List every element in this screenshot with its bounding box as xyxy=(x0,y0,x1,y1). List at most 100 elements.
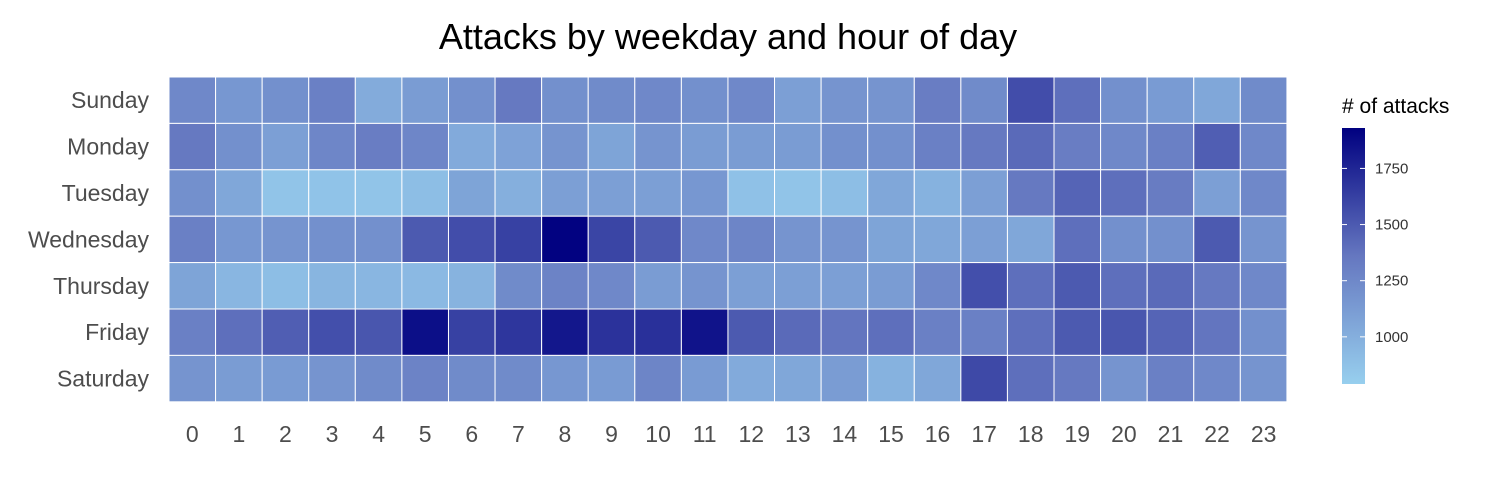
heatmap-cell xyxy=(215,122,263,171)
legend-colorbar xyxy=(1342,128,1365,384)
heatmap-cell xyxy=(774,262,822,310)
heatmap-cell xyxy=(680,122,729,171)
heatmap-cell xyxy=(587,262,636,310)
heatmap-cell xyxy=(261,169,310,217)
heatmap-cell xyxy=(680,76,729,124)
heatmap-cell xyxy=(634,308,682,356)
x-tick-label: 3 xyxy=(326,421,339,447)
heatmap-cell xyxy=(727,354,776,403)
x-tick-label: 23 xyxy=(1251,421,1277,447)
legend-tick-label: 1000 xyxy=(1375,329,1408,346)
heatmap-cell xyxy=(913,308,962,356)
heatmap-cell xyxy=(354,76,403,124)
heatmap-cell xyxy=(960,122,1008,171)
heatmap-cell xyxy=(401,215,449,264)
heatmap-cell xyxy=(261,354,310,403)
heatmap-cell xyxy=(727,169,776,217)
heatmap-cell xyxy=(168,262,217,310)
heatmap-cell xyxy=(634,354,682,403)
heatmap-cell xyxy=(727,262,776,310)
heatmap-cell xyxy=(634,215,682,264)
heatmap-cell xyxy=(354,169,403,217)
heatmap-cell xyxy=(1053,76,1102,124)
heatmap-cell xyxy=(354,215,403,264)
heatmap-cell xyxy=(1053,354,1102,403)
heatmap-cell xyxy=(634,76,682,124)
heatmap-cell xyxy=(1146,354,1195,403)
y-axis-labels: Sunday Monday Tuesday Wednesday Thursday Frid… xyxy=(28,87,150,391)
y-tick-label: Wednesday xyxy=(28,226,150,252)
heatmap-cell xyxy=(960,76,1008,124)
x-tick-label: 11 xyxy=(693,421,717,447)
legend-tick-label: 1500 xyxy=(1375,217,1408,234)
heatmap-cell xyxy=(1146,76,1195,124)
heatmap-cell xyxy=(680,354,729,403)
y-tick-label: Tuesday xyxy=(62,180,150,206)
heatmap-cell xyxy=(634,169,682,217)
heatmap-cell xyxy=(494,262,543,310)
heatmap-cell xyxy=(308,122,356,171)
heatmap-cell xyxy=(587,308,636,356)
heatmap-cell xyxy=(401,308,449,356)
heatmap-cell xyxy=(215,215,263,264)
heatmap-cell xyxy=(913,76,962,124)
x-tick-label: 5 xyxy=(419,421,432,447)
heatmap-cell xyxy=(1193,354,1241,403)
heatmap-cell xyxy=(1239,122,1288,171)
heatmap-cell xyxy=(1006,169,1055,217)
heatmap-cell xyxy=(1239,169,1288,217)
heatmap-cell xyxy=(1100,169,1148,217)
heatmap-cell xyxy=(354,122,403,171)
x-tick-label: 9 xyxy=(605,421,618,447)
heatmap-cell xyxy=(494,308,543,356)
heatmap-cell xyxy=(308,354,356,403)
heatmap-cell xyxy=(541,122,589,171)
y-tick-label: Friday xyxy=(85,319,149,345)
heatmap-cell xyxy=(680,308,729,356)
legend-tick-label: 1750 xyxy=(1375,160,1408,177)
heatmap-cell xyxy=(774,308,822,356)
x-tick-label: 13 xyxy=(785,421,811,447)
color-legend: # of attacks 1000 1250 1500 1750 xyxy=(1342,95,1449,384)
heatmap-cell xyxy=(261,262,310,310)
heatmap-cell xyxy=(447,262,496,310)
heatmap-cell xyxy=(587,122,636,171)
heatmap-cell xyxy=(960,354,1008,403)
heatmap-cell xyxy=(447,215,496,264)
heatmap-cell xyxy=(541,76,589,124)
heatmap-cells xyxy=(168,76,1288,403)
heatmap-cell xyxy=(1193,76,1241,124)
heatmap-cell xyxy=(215,354,263,403)
heatmap-cell xyxy=(680,169,729,217)
heatmap-cell xyxy=(1053,169,1102,217)
x-tick-label: 6 xyxy=(465,421,478,447)
heatmap-cell xyxy=(774,76,822,124)
heatmap-cell xyxy=(308,76,356,124)
x-tick-label: 18 xyxy=(1018,421,1044,447)
heatmap-cell xyxy=(1193,308,1241,356)
heatmap-cell xyxy=(1053,308,1102,356)
heatmap-cell xyxy=(401,169,449,217)
heatmap-cell xyxy=(354,262,403,310)
heatmap-cell xyxy=(447,354,496,403)
heatmap-cell xyxy=(308,308,356,356)
heatmap-cell xyxy=(1146,262,1195,310)
heatmap-cell xyxy=(1006,76,1055,124)
heatmap-cell xyxy=(867,262,915,310)
heatmap-cell xyxy=(587,215,636,264)
heatmap-cell xyxy=(820,122,869,171)
x-tick-label: 14 xyxy=(832,421,858,447)
heatmap-cell xyxy=(354,308,403,356)
heatmap-cell xyxy=(774,354,822,403)
heatmap-cell xyxy=(867,354,915,403)
heatmap-cell xyxy=(587,76,636,124)
heatmap-cell xyxy=(494,215,543,264)
heatmap-cell xyxy=(401,262,449,310)
heatmap-cell xyxy=(867,122,915,171)
x-tick-label: 15 xyxy=(878,421,904,447)
heatmap-cell xyxy=(494,169,543,217)
heatmap-cell xyxy=(215,76,263,124)
heatmap-cell xyxy=(960,215,1008,264)
heatmap-cell xyxy=(774,122,822,171)
heatmap-cell xyxy=(1053,215,1102,264)
